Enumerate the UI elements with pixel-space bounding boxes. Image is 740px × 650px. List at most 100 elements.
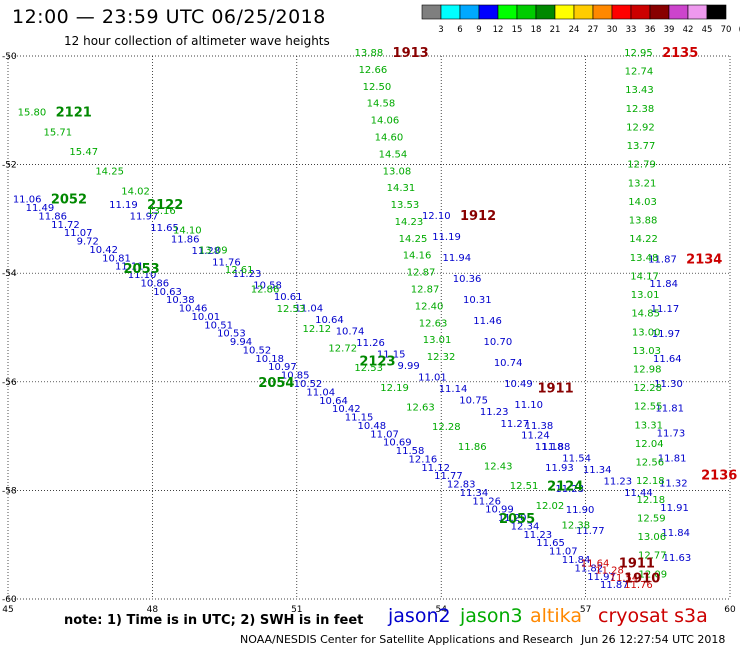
swh-value: 11.07 [64, 228, 93, 239]
pass-label: 2124 [547, 479, 583, 494]
swh-value: 11.07 [370, 429, 399, 440]
swh-value: 11.91 [660, 503, 689, 514]
swh-value: 10.74 [494, 358, 523, 369]
swh-value: 13.01 [423, 335, 452, 346]
swh-value: 14.03 [628, 197, 657, 208]
swh-value: 12.09 [639, 569, 668, 580]
swh-value: 12.63 [406, 403, 435, 414]
swh-value: 12.87 [411, 285, 440, 296]
scale-label: 18 [531, 25, 542, 35]
swh-value: 10.81 [102, 253, 131, 264]
scale-label: (ft) [739, 25, 740, 35]
pass-label: 1913 [393, 46, 429, 61]
legend-altika: altika [530, 605, 582, 627]
swh-value: 13.01 [631, 290, 660, 301]
swh-value: 11.77 [576, 526, 605, 537]
swh-value: 12.77 [638, 551, 667, 562]
swh-value: 11.64 [653, 354, 682, 365]
pass-label: 2134 [686, 252, 722, 267]
swh-value: 11.23 [480, 407, 509, 418]
swh-value: 13.09 [199, 245, 228, 256]
swh-value: 12.34 [511, 521, 540, 532]
swh-value: 11.04 [294, 304, 323, 315]
swh-value: 11.72 [51, 220, 80, 231]
scale-label: 45 [702, 25, 713, 35]
scale-label: 12 [493, 25, 504, 35]
swh-value: 11.84 [661, 528, 690, 539]
swh-value: 11.27 [501, 419, 530, 430]
swh-value: 11.46 [473, 316, 502, 327]
swh-value: 11.97 [587, 572, 616, 583]
swh-value: 11.26 [356, 338, 385, 349]
swh-value: 12.72 [328, 344, 357, 355]
swh-value: 11.94 [442, 253, 471, 264]
swh-value: 10.63 [153, 287, 182, 298]
swh-value: 14.25 [399, 234, 428, 245]
pass-label: 2053 [124, 262, 160, 277]
y-tick-label: -52 [2, 161, 17, 171]
swh-value: 10.31 [463, 295, 492, 306]
swh-value: 11.86 [38, 211, 67, 222]
scale-label: 3 [438, 25, 443, 35]
swh-value: 11.87 [600, 580, 629, 591]
swh-value: 11.07 [549, 547, 578, 558]
swh-value: 14.16 [403, 251, 432, 262]
swh-value: 11.20 [498, 513, 527, 524]
swh-value: 14.85 [631, 309, 660, 320]
swh-value: 10.42 [89, 245, 118, 256]
scale-label: 70 [721, 25, 732, 35]
swh-value: 10.58 [253, 281, 282, 292]
swh-value: 11.84 [562, 555, 591, 566]
swh-value: 14.25 [95, 167, 124, 178]
swh-value: 12.18 [636, 495, 665, 506]
legend-cryosat: cryosat s3a [598, 605, 708, 627]
scale-label: 30 [607, 25, 618, 35]
swh-value: 13.43 [625, 85, 654, 96]
swh-value: 11.82 [575, 563, 604, 574]
x-tick-label: 60 [724, 605, 736, 615]
swh-value: 12.53 [354, 363, 383, 374]
legend-jason3: jason3 [460, 605, 523, 627]
swh-value: 12.38 [562, 520, 591, 531]
legend-jason2: jason2 [388, 605, 451, 627]
footer-timestamp: Jun 26 12:27:54 UTC 2018 [581, 633, 726, 646]
swh-value: 10.51 [204, 320, 233, 331]
pass-label: 2136 [701, 469, 737, 484]
swh-value: 10.48 [357, 421, 386, 432]
scale-label: 24 [569, 25, 580, 35]
page-subtitle: 12 hour collection of altimeter wave hei… [64, 34, 330, 48]
swh-value: 12.16 [409, 454, 438, 465]
pass-label: 2135 [662, 46, 698, 61]
scale-label: 27 [588, 25, 599, 35]
y-tick-label: -56 [2, 378, 17, 388]
grid-lines [7, 55, 731, 600]
y-tick-label: -54 [2, 269, 17, 279]
y-tick-label: -58 [2, 486, 17, 496]
swh-value: 12.98 [633, 364, 662, 375]
swh-value: 10.85 [281, 371, 310, 382]
swh-value: 10.46 [179, 304, 208, 315]
swh-value: 15.80 [18, 108, 47, 119]
swh-value: 10.38 [166, 295, 195, 306]
swh-value: 12.18 [636, 476, 665, 487]
swh-value: 10.52 [294, 379, 323, 390]
swh-value: 14.06 [371, 116, 400, 127]
scale-swatch [706, 4, 727, 20]
swh-value: 11.19 [109, 200, 138, 211]
swh-value: 10.53 [217, 329, 246, 340]
scale-label: 6 [457, 25, 462, 35]
swh-value: 14.60 [375, 132, 404, 143]
scale-label: 36 [645, 25, 656, 35]
swh-value: 10.70 [484, 337, 513, 348]
swh-value: 10.99 [485, 505, 514, 516]
swh-value: 11.97 [130, 212, 159, 223]
scale-label: 9 [476, 25, 481, 35]
swh-value: 11.54 [562, 453, 591, 464]
swh-value: 15.47 [69, 147, 98, 158]
swh-value: 11.11 [115, 262, 144, 273]
x-tick-label: 45 [2, 605, 13, 615]
swh-value: 12.32 [427, 352, 456, 363]
swh-value: 12.86 [251, 285, 280, 296]
swh-value: 11.58 [396, 446, 425, 457]
swh-value: 11.24 [521, 430, 550, 441]
